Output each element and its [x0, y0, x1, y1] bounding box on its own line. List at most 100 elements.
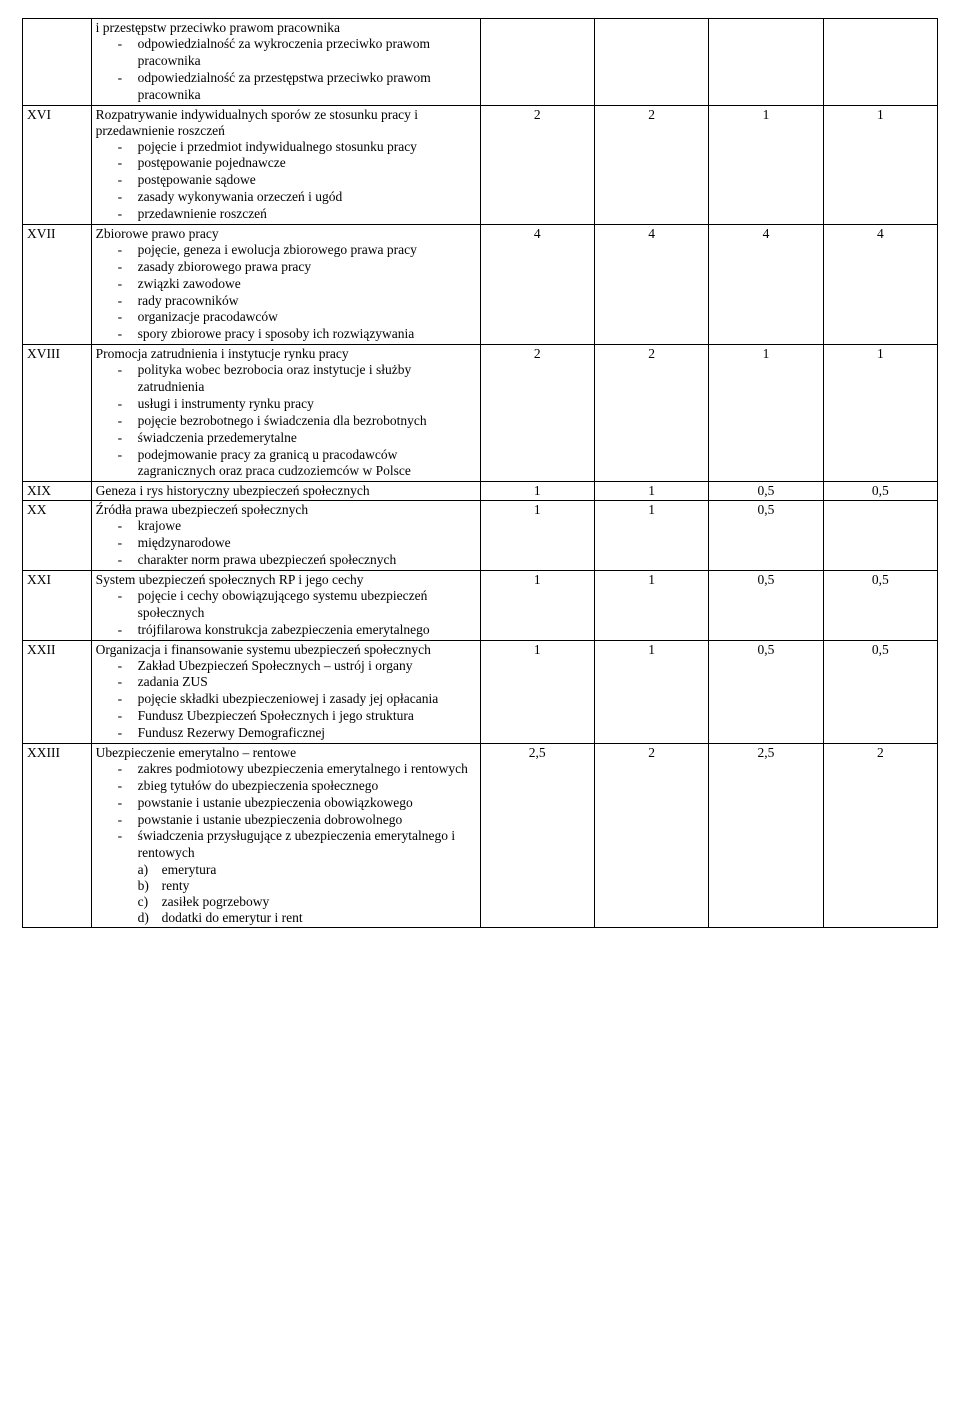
- list-item: krajowe: [118, 518, 476, 535]
- list-item: usługi i instrumenty rynku pracy: [118, 396, 476, 413]
- row-description: Promocja zatrudnienia i instytucje rynku…: [91, 345, 480, 482]
- list-item: związki zawodowe: [118, 276, 476, 293]
- row-subitems: emeryturarentyzasiłek pogrzebowydodatki …: [96, 862, 476, 926]
- list-item: powstanie i ustanie ubezpieczenia dobrow…: [118, 812, 476, 829]
- list-item: pojęcie bezrobotnego i świadczenia dla b…: [118, 413, 476, 430]
- value-v1: 1: [480, 482, 594, 501]
- value-v2: 2: [594, 345, 708, 482]
- row-number: XIX: [23, 482, 92, 501]
- row-description: Geneza i rys historyczny ubezpieczeń spo…: [91, 482, 480, 501]
- list-item: spory zbiorowe pracy i sposoby ich rozwi…: [118, 326, 476, 343]
- row-title: Źródła prawa ubezpieczeń społecznych: [96, 502, 476, 518]
- row-description: Organizacja i finansowanie systemu ubezp…: [91, 640, 480, 743]
- value-v3: 1: [709, 105, 823, 224]
- list-item: zasady wykonywania orzeczeń i ugód: [118, 189, 476, 206]
- row-description: System ubezpieczeń społecznych RP i jego…: [91, 570, 480, 640]
- list-subitem: zasiłek pogrzebowy: [138, 894, 476, 910]
- row-title: Ubezpieczenie emerytalno – rentowe: [96, 745, 476, 761]
- table-row: XVIIZbiorowe prawo pracypojęcie, geneza …: [23, 224, 938, 344]
- value-v4: 1: [823, 105, 937, 224]
- value-v2: 1: [594, 640, 708, 743]
- value-v4: [823, 501, 937, 571]
- row-number: XXII: [23, 640, 92, 743]
- value-v4: [823, 19, 937, 106]
- row-items: Zakład Ubezpieczeń Społecznych – ustrój …: [96, 658, 476, 742]
- value-v4: 1: [823, 345, 937, 482]
- list-item: Zakład Ubezpieczeń Społecznych – ustrój …: [118, 658, 476, 675]
- list-subitem: emerytura: [138, 862, 476, 878]
- value-v1: 2: [480, 345, 594, 482]
- list-item: pojęcie, geneza i ewolucja zbiorowego pr…: [118, 242, 476, 259]
- row-number: XX: [23, 501, 92, 571]
- row-items: zakres podmiotowy ubezpieczenia emerytal…: [96, 761, 476, 862]
- value-v1: 1: [480, 640, 594, 743]
- row-number: XVIII: [23, 345, 92, 482]
- list-item: zbieg tytułów do ubezpieczenia społeczne…: [118, 778, 476, 795]
- list-item: zadania ZUS: [118, 674, 476, 691]
- row-number: [23, 19, 92, 106]
- row-description: Zbiorowe prawo pracypojęcie, geneza i ew…: [91, 224, 480, 344]
- list-subitem: renty: [138, 878, 476, 894]
- row-title: Organizacja i finansowanie systemu ubezp…: [96, 642, 476, 658]
- table-row: XVIIIPromocja zatrudnienia i instytucje …: [23, 345, 938, 482]
- row-title: Geneza i rys historyczny ubezpieczeń spo…: [96, 483, 476, 499]
- table-row: XVIRozpatrywanie indywidualnych sporów z…: [23, 105, 938, 224]
- list-item: pojęcie i cechy obowiązującego systemu u…: [118, 588, 476, 622]
- row-items: krajowemiędzynarodowecharakter norm praw…: [96, 518, 476, 569]
- value-v3: 0,5: [709, 501, 823, 571]
- list-item: trójfilarowa konstrukcja zabezpieczenia …: [118, 622, 476, 639]
- value-v2: [594, 19, 708, 106]
- row-description: i przestępstw przeciwko prawom pracownik…: [91, 19, 480, 106]
- row-description: Ubezpieczenie emerytalno – rentowezakres…: [91, 743, 480, 927]
- value-v1: 1: [480, 570, 594, 640]
- row-number: XXIII: [23, 743, 92, 927]
- list-item: pojęcie i przedmiot indywidualnego stosu…: [118, 139, 476, 156]
- value-v2: 4: [594, 224, 708, 344]
- row-title: Promocja zatrudnienia i instytucje rynku…: [96, 346, 476, 362]
- value-v3: 0,5: [709, 570, 823, 640]
- value-v3: 2,5: [709, 743, 823, 927]
- row-description: Źródła prawa ubezpieczeń społecznychkraj…: [91, 501, 480, 571]
- value-v4: 2: [823, 743, 937, 927]
- list-item: powstanie i ustanie ubezpieczenia obowią…: [118, 795, 476, 812]
- list-item: zakres podmiotowy ubezpieczenia emerytal…: [118, 761, 476, 778]
- value-v1: 2,5: [480, 743, 594, 927]
- table-row: i przestępstw przeciwko prawom pracownik…: [23, 19, 938, 106]
- value-v4: 0,5: [823, 570, 937, 640]
- list-item: międzynarodowe: [118, 535, 476, 552]
- list-item: organizacje pracodawców: [118, 309, 476, 326]
- value-v1: [480, 19, 594, 106]
- table-row: XXISystem ubezpieczeń społecznych RP i j…: [23, 570, 938, 640]
- list-item: odpowiedzialność za wykroczenia przeciwk…: [118, 36, 476, 70]
- row-number: XVII: [23, 224, 92, 344]
- value-v4: 0,5: [823, 482, 937, 501]
- value-v3: [709, 19, 823, 106]
- value-v3: 0,5: [709, 482, 823, 501]
- value-v1: 2: [480, 105, 594, 224]
- list-item: charakter norm prawa ubezpieczeń społecz…: [118, 552, 476, 569]
- list-item: podejmowanie pracy za granicą u pracodaw…: [118, 447, 476, 481]
- value-v2: 2: [594, 105, 708, 224]
- syllabus-table: i przestępstw przeciwko prawom pracownik…: [22, 18, 938, 928]
- list-item: Fundusz Ubezpieczeń Społecznych i jego s…: [118, 708, 476, 725]
- row-number: XXI: [23, 570, 92, 640]
- list-item: rady pracowników: [118, 293, 476, 310]
- value-v2: 1: [594, 501, 708, 571]
- row-title: Rozpatrywanie indywidualnych sporów ze s…: [96, 107, 476, 139]
- list-item: pojęcie składki ubezpieczeniowej i zasad…: [118, 691, 476, 708]
- list-item: postępowanie sądowe: [118, 172, 476, 189]
- list-item: przedawnienie roszczeń: [118, 206, 476, 223]
- value-v1: 1: [480, 501, 594, 571]
- value-v2: 1: [594, 482, 708, 501]
- value-v2: 2: [594, 743, 708, 927]
- row-items: pojęcie i przedmiot indywidualnego stosu…: [96, 139, 476, 223]
- list-item: świadczenia przysługujące z ubezpieczeni…: [118, 828, 476, 862]
- row-items: pojęcie i cechy obowiązującego systemu u…: [96, 588, 476, 639]
- row-items: pojęcie, geneza i ewolucja zbiorowego pr…: [96, 242, 476, 343]
- value-v3: 0,5: [709, 640, 823, 743]
- list-item: odpowiedzialność za przestępstwa przeciw…: [118, 70, 476, 104]
- row-description: Rozpatrywanie indywidualnych sporów ze s…: [91, 105, 480, 224]
- list-subitem: dodatki do emerytur i rent: [138, 910, 476, 926]
- value-v4: 0,5: [823, 640, 937, 743]
- list-item: postępowanie pojednawcze: [118, 155, 476, 172]
